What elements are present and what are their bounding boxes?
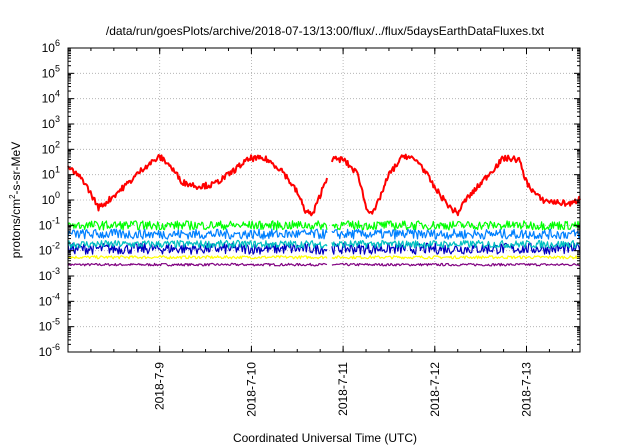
y-tick-labels: 106 105 104 103 102 101 100 10-1 10-2 10-3 10-4 10-… [39, 38, 60, 359]
y-tick-label: 10-2 [39, 241, 60, 258]
series-line [331, 242, 581, 255]
y-tick-label: 104 [42, 89, 60, 106]
x-tick-label: 2018-7-13 [520, 362, 534, 417]
x-tick-labels: 2018-7-9 2018-7-10 2018-7-11 2018-7-12 2018-… [153, 362, 534, 417]
y-tick-label: 101 [42, 165, 60, 182]
series-line [331, 239, 581, 249]
series-line [331, 262, 581, 267]
y-tick-label: 102 [42, 139, 60, 156]
series-line [330, 153, 581, 217]
axis-ticks [67, 47, 580, 353]
y-tick-label: 103 [42, 114, 60, 131]
chart-title: /data/run/goesPlots/archive/2018-07-13/1… [106, 24, 545, 38]
y-tick-label: 10-1 [39, 215, 60, 232]
series-line [67, 154, 328, 217]
y-tick-label: 10-6 [39, 342, 60, 359]
series-line [67, 255, 328, 260]
series-line [67, 262, 328, 267]
grid [68, 48, 580, 352]
series-line [67, 239, 328, 249]
x-tick-label: 2018-7-12 [428, 362, 442, 417]
y-tick-label: 106 [42, 38, 60, 55]
series-layer [67, 153, 581, 267]
x-axis-label: Coordinated Universal Time (UTC) [233, 431, 417, 445]
y-tick-label: 10-3 [39, 266, 60, 283]
series-line [67, 242, 328, 255]
series-line [331, 255, 581, 260]
x-tick-label: 2018-7-9 [153, 362, 167, 410]
y-tick-label: 10-4 [39, 291, 60, 308]
y-tick-label: 100 [42, 190, 60, 207]
x-tick-label: 2018-7-10 [244, 362, 258, 417]
x-tick-label: 2018-7-11 [336, 362, 350, 416]
series-line [331, 220, 581, 231]
series-line [67, 220, 328, 231]
series-line [331, 228, 581, 240]
y-tick-label: 10-5 [39, 317, 60, 334]
y-tick-label: 105 [42, 63, 60, 80]
y-axis-label: protons/cm2-s-sr-MeV [8, 142, 23, 258]
series-line [67, 228, 328, 240]
